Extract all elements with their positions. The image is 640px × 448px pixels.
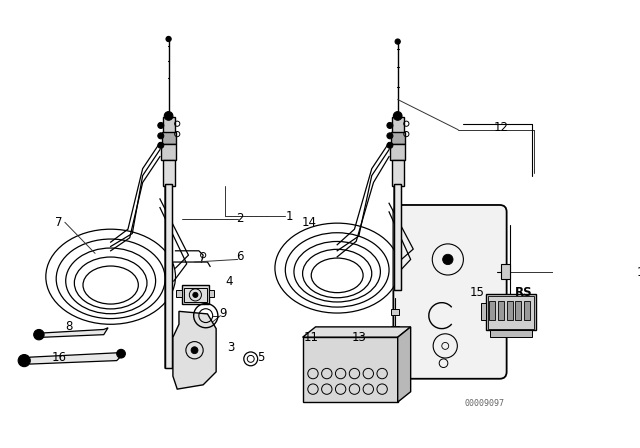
Text: 9: 9 bbox=[220, 307, 227, 320]
Bar bbox=[161, 144, 177, 160]
Bar bbox=[515, 301, 522, 320]
Circle shape bbox=[191, 347, 198, 353]
Bar bbox=[490, 330, 532, 337]
Circle shape bbox=[387, 122, 393, 129]
Bar bbox=[177, 290, 182, 297]
Bar bbox=[162, 132, 175, 144]
Circle shape bbox=[18, 354, 30, 366]
Text: 10: 10 bbox=[637, 266, 640, 279]
Polygon shape bbox=[397, 327, 411, 402]
Text: 1: 1 bbox=[286, 210, 293, 223]
Bar bbox=[391, 326, 399, 332]
Bar bbox=[394, 184, 401, 290]
Bar bbox=[165, 184, 172, 367]
Circle shape bbox=[116, 349, 125, 358]
Text: 00009097: 00009097 bbox=[464, 399, 504, 408]
Circle shape bbox=[193, 292, 198, 297]
Text: 8: 8 bbox=[65, 320, 73, 333]
Circle shape bbox=[164, 112, 173, 120]
Text: 12: 12 bbox=[494, 121, 509, 134]
Text: 6: 6 bbox=[237, 250, 244, 263]
Text: 11: 11 bbox=[304, 331, 319, 344]
Text: 7: 7 bbox=[55, 216, 63, 229]
Text: 3: 3 bbox=[227, 341, 234, 354]
Circle shape bbox=[158, 122, 164, 129]
Text: 2: 2 bbox=[237, 212, 244, 225]
FancyBboxPatch shape bbox=[394, 205, 507, 379]
Polygon shape bbox=[38, 328, 108, 337]
Bar bbox=[488, 296, 534, 329]
Bar bbox=[163, 160, 175, 186]
Bar bbox=[481, 303, 486, 320]
Bar bbox=[209, 290, 214, 297]
Circle shape bbox=[158, 142, 164, 148]
Bar bbox=[165, 184, 172, 367]
Bar bbox=[498, 301, 504, 320]
Bar bbox=[391, 132, 404, 144]
Polygon shape bbox=[173, 311, 216, 389]
Bar bbox=[184, 288, 207, 302]
Circle shape bbox=[34, 329, 44, 340]
Circle shape bbox=[443, 254, 453, 265]
Circle shape bbox=[387, 142, 393, 148]
Text: 16: 16 bbox=[51, 351, 67, 364]
Circle shape bbox=[395, 39, 400, 44]
Bar bbox=[392, 160, 404, 186]
Bar bbox=[486, 294, 536, 330]
Polygon shape bbox=[303, 327, 411, 337]
Text: 14: 14 bbox=[302, 216, 317, 229]
Bar bbox=[392, 117, 404, 134]
Bar bbox=[501, 264, 510, 280]
Bar bbox=[182, 285, 209, 304]
Text: 5: 5 bbox=[257, 351, 265, 364]
Circle shape bbox=[387, 133, 393, 139]
Text: 4: 4 bbox=[225, 275, 233, 288]
Text: 15: 15 bbox=[470, 286, 484, 299]
Bar bbox=[391, 343, 399, 349]
Text: 13: 13 bbox=[351, 331, 366, 344]
Bar bbox=[394, 184, 401, 290]
Bar bbox=[303, 337, 397, 402]
Polygon shape bbox=[24, 351, 121, 364]
Text: RS: RS bbox=[515, 286, 532, 299]
Bar bbox=[490, 301, 495, 320]
Circle shape bbox=[158, 133, 164, 139]
Bar bbox=[390, 144, 406, 160]
Bar bbox=[391, 309, 399, 315]
Circle shape bbox=[166, 36, 171, 42]
Bar bbox=[524, 301, 530, 320]
Circle shape bbox=[394, 112, 402, 120]
Bar bbox=[163, 117, 175, 134]
Bar bbox=[507, 301, 513, 320]
